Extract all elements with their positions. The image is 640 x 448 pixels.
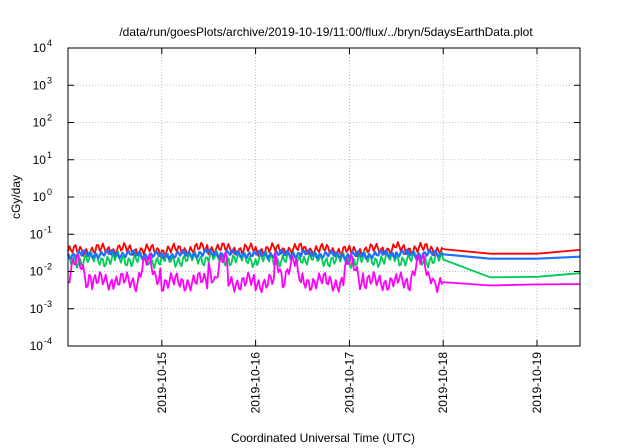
- y-tick-exponent: 3: [47, 75, 52, 85]
- series-line-1: [67, 249, 581, 279]
- series-line-2: [66, 248, 581, 261]
- grid: [68, 48, 580, 346]
- x-tick-label: 2019-10-17: [342, 352, 356, 414]
- y-tick-exponent: -1: [44, 224, 52, 234]
- y-axis-label: cGy/day: [9, 175, 23, 219]
- y-tick-exponent: 0: [47, 187, 52, 197]
- y-tick-exponent: 2: [47, 113, 52, 123]
- y-tick-exponent: -4: [44, 336, 52, 346]
- y-tick-exponent: -2: [44, 262, 52, 272]
- y-tick-exponent: -3: [44, 299, 52, 309]
- series-line-3: [67, 251, 581, 294]
- x-tick-label: 2019-10-16: [249, 352, 263, 414]
- x-tick-label: 2019-10-15: [155, 352, 169, 414]
- series-group: [66, 241, 581, 294]
- y-tick-exponent: 4: [47, 38, 52, 48]
- y-tick-exponent: 1: [47, 150, 52, 160]
- chart-title: /data/run/goesPlots/archive/2019-10-19/1…: [119, 25, 533, 39]
- x-tick-label: 2019-10-19: [530, 352, 544, 414]
- x-axis: 2019-10-15 2019-10-16 2019-10-17 2019-10-18…: [155, 48, 544, 413]
- x-tick-label: 2019-10-18: [436, 352, 450, 414]
- x-axis-label: Coordinated Universal Time (UTC): [231, 431, 415, 445]
